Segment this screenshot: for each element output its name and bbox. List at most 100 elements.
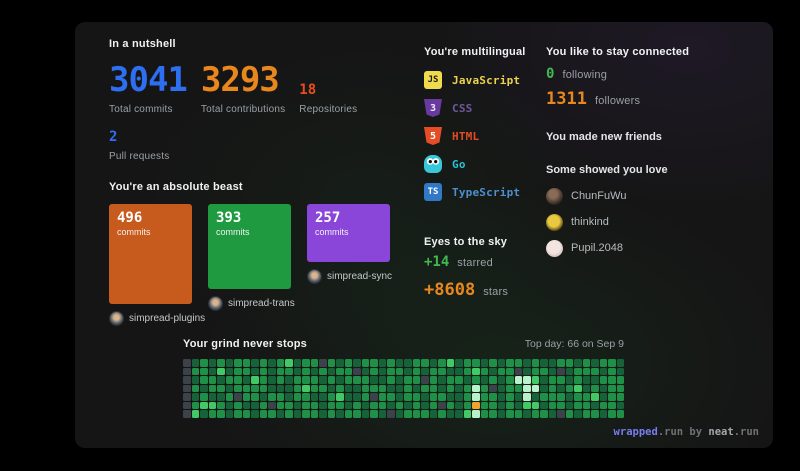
heatmap-cell (574, 401, 582, 409)
heatmap-cell (480, 367, 488, 375)
heatmap-cell (234, 376, 242, 384)
heatmap-cell (463, 384, 471, 392)
heatmap-cell (565, 376, 573, 384)
repo-commit-count: 257 (315, 210, 341, 226)
heatmap-cell (370, 376, 378, 384)
go-gopher-icon (424, 155, 442, 173)
heatmap-cell (429, 367, 437, 375)
heatmap-cell (557, 376, 565, 384)
heatmap-cell (463, 359, 471, 367)
heatmap-cell (217, 401, 225, 409)
heatmap-cell (438, 393, 446, 401)
javascript-icon: JS (424, 71, 442, 89)
heatmap-cell (310, 359, 318, 367)
heatmap-cell (370, 410, 378, 418)
heatmap-cell (548, 393, 556, 401)
heatmap-cell (616, 367, 624, 375)
heatmap-cell (387, 367, 395, 375)
heatmap-cell (344, 384, 352, 392)
heatmap-cell (582, 367, 590, 375)
heatmap-cell (259, 401, 267, 409)
friend-name: Pupil.2048 (571, 242, 623, 254)
heatmap-cell (412, 410, 420, 418)
heatmap-cell (370, 384, 378, 392)
heatmap-cell (276, 367, 284, 375)
heatmap-cell (387, 401, 395, 409)
heatmap-cell (514, 384, 522, 392)
stat-starred: +14 starred (424, 254, 508, 280)
heatmap-cell (242, 384, 250, 392)
heatmap-cell (191, 401, 199, 409)
heatmap-cell (310, 367, 318, 375)
heatmap (183, 359, 624, 418)
heatmap-cell (251, 393, 259, 401)
repo-card: 257 commits (307, 204, 390, 262)
heatmap-cell (540, 410, 548, 418)
heatmap-cell (353, 376, 361, 384)
heatmap-cell (514, 393, 522, 401)
section-title-languages: You're multilingual (424, 46, 526, 58)
heatmap-cell (523, 359, 531, 367)
footer-site-link[interactable]: neat (708, 426, 734, 438)
friend-avatar (546, 213, 563, 231)
heatmap-cell (387, 410, 395, 418)
heatmap-cell (514, 367, 522, 375)
repo-avatar (208, 296, 223, 311)
following-value: 0 (546, 66, 555, 82)
heatmap-cell (200, 359, 208, 367)
heatmap-cell (344, 393, 352, 401)
footer-brand-link[interactable]: wrapped (613, 426, 658, 438)
heatmap-cell (463, 393, 471, 401)
heatmap-cell (208, 401, 216, 409)
section-title-connected: You like to stay connected (546, 46, 690, 58)
repositories-label: Repositories (299, 104, 358, 115)
star-stats: +14 starred +8608 stars (424, 254, 508, 306)
heatmap-cell (591, 401, 599, 409)
heatmap-cell (353, 359, 361, 367)
heatmap-cell (251, 410, 259, 418)
heatmap-cell (574, 367, 582, 375)
heatmap-cell (480, 376, 488, 384)
heatmap-cell (582, 384, 590, 392)
footer-site-suffix[interactable]: .run (733, 426, 759, 438)
heatmap-cell (514, 410, 522, 418)
heatmap-cell (191, 359, 199, 367)
heatmap-cell (387, 376, 395, 384)
heatmap-cell (217, 359, 225, 367)
stat-repositories: 18 Repositories (299, 83, 357, 115)
heatmap-cell (234, 393, 242, 401)
showed-love-heading: Some showed you love (546, 164, 668, 176)
heatmap-cell (591, 376, 599, 384)
heatmap-cell (489, 376, 497, 384)
heatmap-cell (183, 359, 191, 367)
heatmap-cell (540, 393, 548, 401)
heatmap-cell (191, 376, 199, 384)
heatmap-cell (548, 384, 556, 392)
heatmap-cell (608, 410, 616, 418)
heatmap-cell (378, 384, 386, 392)
heatmap-cell (506, 410, 514, 418)
heatmap-cell (506, 393, 514, 401)
footer-brand-suffix[interactable]: .run (657, 426, 684, 438)
repo-column: 393 commits simpread-trans (208, 204, 295, 311)
heatmap-cell (582, 376, 590, 384)
repo-name: simpread-trans (228, 298, 295, 309)
heatmap-cell (591, 393, 599, 401)
heatmap-cell (489, 401, 497, 409)
heatmap-cell (319, 376, 327, 384)
stat-total-contributions: 3293 Total contributions (201, 63, 285, 115)
heatmap-cell (242, 376, 250, 384)
language-name: Go (452, 157, 466, 171)
heatmap-cell (336, 367, 344, 375)
heatmap-cell (446, 359, 454, 367)
heatmap-cell (531, 393, 539, 401)
heatmap-cell (582, 401, 590, 409)
heatmap-cell (370, 367, 378, 375)
heatmap-cell (446, 393, 454, 401)
repo-meta: simpread-sync (307, 269, 392, 284)
heatmap-cell (523, 393, 531, 401)
repo-column: 257 commits simpread-sync (307, 204, 392, 284)
heatmap-cell (302, 401, 310, 409)
repo-cards: 496 commits simpread-plugins 393 commits (109, 204, 392, 326)
heatmap-cell (531, 410, 539, 418)
